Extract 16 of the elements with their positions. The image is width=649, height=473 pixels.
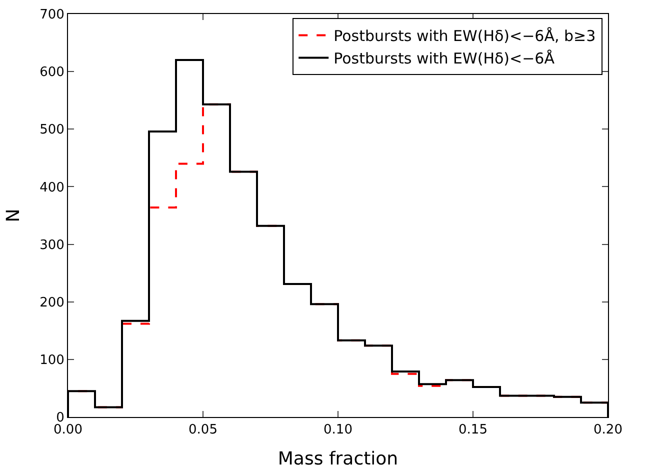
y-tick-label: 100	[40, 352, 64, 368]
x-axis-title: Mass fraction	[278, 448, 398, 470]
y-tick-label: 500	[40, 122, 64, 138]
legend-label: Postbursts with EW(Hδ)<−6Å, b≥3	[334, 27, 596, 46]
legend-label: Postbursts with EW(Hδ)<−6Å	[334, 50, 556, 68]
x-tick-label: 0.20	[594, 422, 622, 438]
x-tick-label: 0.10	[324, 422, 352, 438]
y-tick-label: 400	[40, 180, 64, 196]
x-tick-label: 0.00	[54, 422, 82, 438]
y-axis-title: N	[2, 208, 24, 222]
y-tick-label: 700	[40, 8, 64, 23]
x-tick-label: 0.15	[458, 422, 488, 438]
x-tick-label: 0.05	[188, 422, 218, 438]
y-tick-label: 600	[40, 65, 64, 80]
y-tick-label: 300	[40, 238, 64, 253]
y-tick-label: 200	[40, 295, 64, 310]
